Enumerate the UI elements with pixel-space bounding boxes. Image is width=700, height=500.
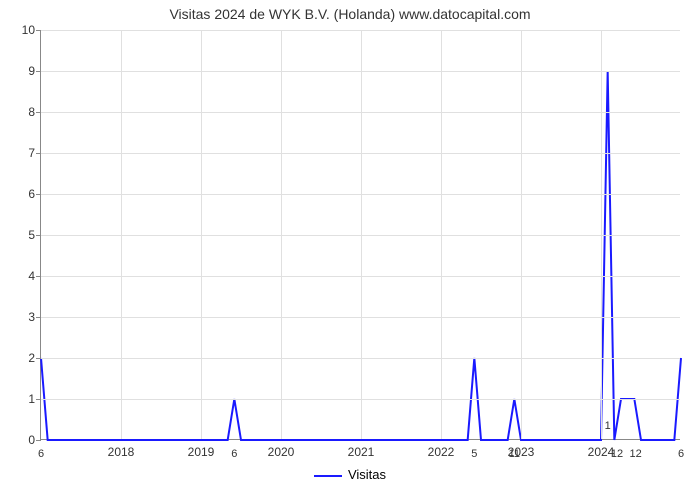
y-axis-label: 5 (28, 228, 41, 242)
point-label: 1 (605, 420, 611, 432)
x-axis-label: 2022 (428, 439, 455, 459)
grid-line-v (121, 30, 122, 439)
legend-line (314, 475, 342, 477)
x-axis-label: 2019 (188, 439, 215, 459)
plot-area: 0123456789102018201920202021202220232024… (40, 30, 680, 440)
legend: Visitas (0, 467, 700, 482)
grid-line-v (361, 30, 362, 439)
y-axis-label: 9 (28, 64, 41, 78)
x-axis-label: 2018 (108, 439, 135, 459)
legend-label: Visitas (348, 467, 386, 482)
y-axis-label: 10 (22, 23, 41, 37)
y-axis-label: 8 (28, 105, 41, 119)
y-axis-label: 6 (28, 187, 41, 201)
point-label: 6 (38, 448, 44, 460)
grid-line-v (521, 30, 522, 439)
chart-container: Visitas 2024 de WYK B.V. (Holanda) www.d… (0, 0, 700, 500)
chart-title: Visitas 2024 de WYK B.V. (Holanda) www.d… (0, 6, 700, 22)
y-axis-label: 4 (28, 269, 41, 283)
point-label: 12 (630, 448, 642, 460)
point-label: 6 (678, 448, 684, 460)
point-label: 11 (509, 448, 520, 460)
grid-line-v (201, 30, 202, 439)
grid-line-v (601, 30, 602, 439)
y-axis-label: 3 (28, 310, 41, 324)
x-axis-label: 2021 (348, 439, 375, 459)
grid-line-v (281, 30, 282, 439)
y-axis-label: 7 (28, 146, 41, 160)
y-axis-label: 2 (28, 351, 41, 365)
point-label: 5 (471, 448, 477, 460)
point-label: 12 (611, 448, 623, 460)
grid-line-v (441, 30, 442, 439)
y-axis-label: 0 (28, 433, 41, 447)
y-axis-label: 1 (28, 392, 41, 406)
point-label: 6 (231, 448, 237, 460)
x-axis-label: 2020 (268, 439, 295, 459)
